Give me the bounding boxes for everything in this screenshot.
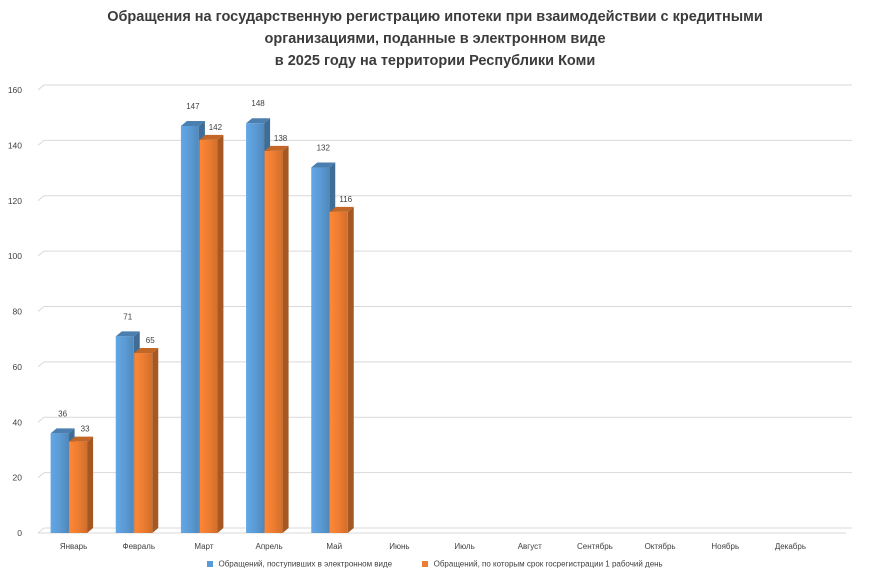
x-tick-label: Февраль (122, 542, 155, 551)
chart-title-line-3: в 2025 году на территории Республики Ком… (274, 53, 596, 69)
x-tick-label: Март (194, 542, 213, 551)
bar-one-day (264, 150, 283, 533)
chart-title: Обращения на государственную регистрацию… (0, 6, 870, 72)
bar-electronic (311, 167, 330, 533)
y-tick-label: 100 (8, 251, 22, 261)
bar-top-electronic (115, 331, 140, 337)
gridline-side-100 (37, 250, 45, 257)
data-label-one-day: 65 (146, 336, 155, 345)
chart-title-line-2: организациями, поданные в электронном ви… (264, 31, 606, 47)
bar-side-one-day (282, 145, 289, 533)
gridline-side-160 (37, 84, 45, 91)
x-tick-label: Июнь (389, 542, 409, 551)
chart-title-line-1: Обращения на государственную регистрацию… (107, 9, 763, 25)
bar-side-one-day (87, 436, 94, 533)
data-label-one-day: 116 (339, 195, 352, 204)
data-label-electronic: 132 (317, 144, 331, 153)
gridline-side-0 (37, 527, 45, 534)
bar-top-one-day (199, 134, 224, 140)
data-label-one-day: 138 (274, 134, 288, 143)
legend-label-one-day: Обращений, по которым срок госрегистраци… (433, 559, 663, 569)
bar-one-day (69, 441, 88, 533)
bar-top-electronic (311, 162, 336, 168)
bar-one-day (199, 139, 218, 533)
x-tick-label: Июль (454, 542, 474, 551)
y-tick-label: 140 (8, 140, 22, 150)
gridline-side-80 (37, 306, 45, 312)
legend-swatch-one-day (422, 560, 429, 567)
y-tick-label: 160 (8, 85, 22, 95)
bar-one-day (329, 211, 348, 533)
bar-top-one-day (134, 348, 159, 354)
gridline-side-60 (37, 361, 45, 368)
bar-top-one-day (264, 145, 289, 151)
legend-item-one-day: Обращений, по которым срок госрегистраци… (422, 559, 663, 569)
y-tick-label: 120 (8, 196, 22, 206)
bar-one-day (134, 353, 153, 533)
bar-electronic (115, 336, 134, 533)
x-tick-label: Ноябрь (711, 542, 739, 551)
chart-legend: Обращений, поступивших в электронном вид… (0, 559, 870, 568)
x-tick-label: Сентябрь (577, 542, 613, 551)
y-tick-label: 0 (17, 528, 22, 538)
gridline-side-20 (37, 472, 45, 479)
bar-electronic (180, 125, 199, 534)
data-label-one-day: 33 (81, 425, 90, 434)
y-tick-label: 80 (13, 307, 23, 317)
bar-top-electronic (180, 120, 205, 126)
y-tick-label: 40 (13, 417, 23, 427)
y-tick-label: 60 (13, 362, 23, 372)
data-label-one-day: 142 (209, 123, 223, 132)
x-tick-label: Январь (60, 542, 87, 551)
y-tick-label: 20 (13, 473, 23, 483)
legend-item-electronic: Обращений, поступивших в электронном вид… (207, 559, 392, 568)
bar-top-one-day (69, 436, 94, 442)
bar-top-one-day (329, 206, 354, 212)
bar-side-one-day (152, 348, 159, 533)
legend-label-electronic: Обращений, поступивших в электронном вид… (218, 559, 393, 569)
bar-electronic (246, 123, 265, 533)
gridline-side-40 (37, 416, 45, 423)
data-label-electronic: 36 (58, 409, 67, 418)
x-tick-label: Апрель (256, 542, 283, 551)
bar-side-one-day (217, 134, 224, 533)
legend-swatch-electronic (207, 560, 214, 567)
x-tick-label: Октябрь (645, 542, 676, 551)
bar-side-one-day (347, 206, 354, 533)
bar-top-electronic (246, 118, 271, 124)
x-tick-label: Август (518, 542, 542, 551)
data-label-electronic: 71 (123, 312, 132, 321)
data-label-electronic: 148 (251, 99, 265, 108)
data-label-electronic: 147 (186, 102, 200, 111)
bar-electronic (50, 433, 69, 533)
bar-top-electronic (50, 428, 75, 434)
x-tick-label: Май (326, 542, 342, 551)
gridline-side-140 (37, 139, 45, 146)
x-tick-label: Декабрь (775, 542, 806, 551)
gridline-side-120 (37, 195, 45, 202)
